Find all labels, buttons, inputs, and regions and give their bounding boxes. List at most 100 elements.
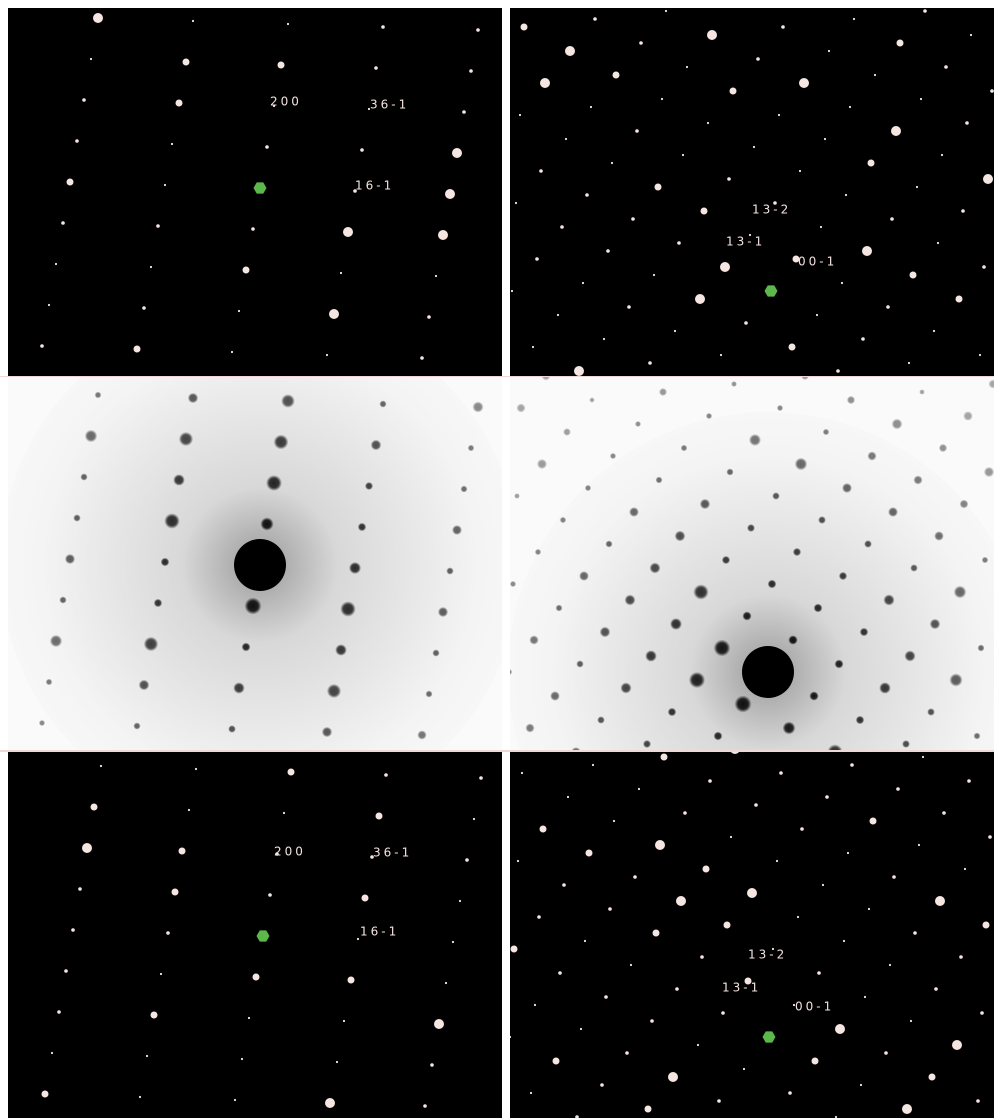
spot bbox=[510, 581, 516, 587]
spot bbox=[371, 440, 382, 451]
spot bbox=[565, 46, 575, 56]
spot bbox=[879, 682, 891, 694]
spot bbox=[661, 98, 663, 100]
spot bbox=[139, 680, 150, 691]
spot bbox=[613, 820, 615, 822]
spot bbox=[476, 28, 480, 32]
spot bbox=[64, 969, 68, 973]
spot bbox=[722, 556, 730, 564]
spot bbox=[574, 366, 584, 376]
spot bbox=[847, 852, 849, 854]
spot bbox=[179, 432, 193, 446]
spot bbox=[724, 922, 731, 929]
spot bbox=[809, 691, 818, 700]
spot bbox=[274, 435, 289, 450]
spot bbox=[923, 9, 927, 13]
spot bbox=[653, 274, 655, 276]
spot bbox=[625, 595, 636, 606]
spot bbox=[743, 1068, 745, 1070]
spot bbox=[707, 30, 717, 40]
spot bbox=[469, 69, 473, 73]
spot bbox=[700, 499, 710, 509]
spot bbox=[793, 548, 801, 556]
spot bbox=[825, 795, 829, 799]
spot bbox=[55, 263, 57, 265]
spot bbox=[238, 310, 240, 312]
spot bbox=[327, 684, 341, 698]
spot bbox=[949, 673, 962, 686]
spot bbox=[655, 184, 662, 191]
spot bbox=[590, 106, 592, 108]
spot bbox=[689, 672, 705, 688]
spot bbox=[934, 531, 944, 541]
spot bbox=[922, 756, 924, 758]
spot bbox=[78, 887, 82, 891]
spot bbox=[939, 444, 947, 452]
spot bbox=[605, 540, 612, 547]
spot bbox=[779, 771, 783, 775]
spot bbox=[459, 900, 461, 902]
spot bbox=[842, 483, 852, 493]
spot bbox=[744, 321, 748, 325]
spot bbox=[686, 66, 688, 68]
spot bbox=[727, 177, 731, 181]
spot bbox=[46, 679, 53, 686]
spot bbox=[360, 148, 364, 152]
spot bbox=[93, 13, 103, 23]
spot bbox=[432, 649, 439, 656]
spot bbox=[452, 941, 454, 943]
transmitted-beam bbox=[234, 539, 286, 591]
spot bbox=[161, 558, 170, 567]
spot bbox=[961, 209, 965, 213]
spot bbox=[287, 23, 289, 25]
spot bbox=[631, 217, 635, 221]
spot bbox=[525, 723, 534, 732]
spot bbox=[979, 354, 981, 356]
spot bbox=[648, 361, 652, 365]
spot bbox=[329, 309, 339, 319]
spot bbox=[988, 835, 992, 839]
spot bbox=[768, 580, 777, 589]
spot bbox=[896, 787, 900, 791]
spot bbox=[349, 562, 361, 574]
spot bbox=[283, 812, 285, 814]
spot bbox=[65, 554, 75, 564]
spot bbox=[511, 290, 513, 292]
spot bbox=[563, 428, 571, 436]
spot bbox=[579, 571, 589, 581]
spot bbox=[540, 826, 547, 833]
spot bbox=[868, 160, 875, 167]
spot-index-label: 16-1 bbox=[355, 179, 394, 193]
spot bbox=[604, 995, 608, 999]
spot bbox=[910, 564, 917, 571]
spot bbox=[241, 1058, 243, 1060]
spot bbox=[753, 146, 755, 148]
spot bbox=[517, 860, 519, 862]
spot bbox=[530, 1092, 532, 1094]
panel-background bbox=[8, 752, 502, 1118]
spot bbox=[700, 955, 704, 959]
spot bbox=[144, 637, 159, 652]
spot bbox=[67, 179, 74, 186]
spot bbox=[592, 764, 594, 766]
spot bbox=[51, 1052, 53, 1054]
spot bbox=[248, 1017, 250, 1019]
spot bbox=[515, 202, 517, 204]
spot bbox=[50, 635, 62, 647]
spot bbox=[659, 388, 667, 396]
spot bbox=[511, 946, 518, 953]
spot bbox=[818, 516, 826, 524]
spot bbox=[963, 411, 973, 421]
spot bbox=[156, 224, 160, 228]
spot bbox=[860, 628, 869, 637]
spot bbox=[633, 875, 637, 879]
spot bbox=[133, 722, 140, 729]
spot bbox=[445, 982, 447, 984]
spot bbox=[650, 563, 661, 574]
spot bbox=[160, 973, 162, 975]
spot bbox=[665, 10, 667, 12]
spot bbox=[747, 524, 755, 532]
spot bbox=[560, 517, 566, 523]
panel-background bbox=[510, 8, 994, 377]
